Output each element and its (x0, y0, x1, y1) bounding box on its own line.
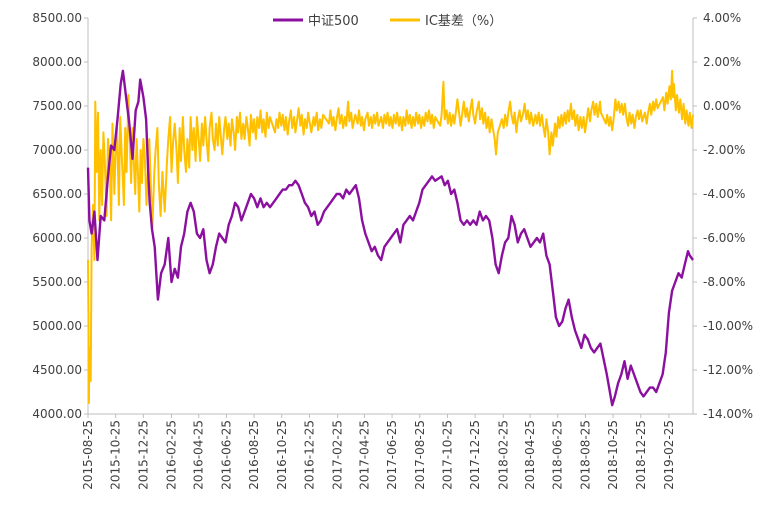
y-right-tick-label: -6.00% (703, 231, 745, 245)
y-left-tick-label: 5000.00 (32, 319, 82, 333)
y-left-tick-label: 8500.00 (32, 11, 82, 25)
x-tick-label: 2018-06-25 (551, 420, 565, 490)
x-tick-label: 2017-02-25 (331, 420, 345, 490)
y-left-tick-label: 4500.00 (32, 363, 82, 377)
x-tick-label: 2015-10-25 (109, 420, 123, 490)
x-tick-label: 2019-02-25 (662, 420, 676, 490)
x-tick-label: 2016-10-25 (275, 420, 289, 490)
series-line-ic-basis (87, 69, 694, 404)
x-tick-label: 2017-04-25 (357, 420, 371, 490)
x-tick-label: 2015-12-25 (136, 420, 150, 490)
y-right-tick-label: -8.00% (703, 275, 745, 289)
y-left-tick-label: 6500.00 (32, 187, 82, 201)
y-right-tick-label: -14.00% (703, 407, 753, 421)
x-tick-label: 2017-12-25 (468, 420, 482, 490)
legend-label: IC基差（%） (425, 14, 502, 29)
x-tick-label: 2016-02-25 (165, 420, 179, 490)
x-tick-label: 2015-08-25 (81, 420, 95, 490)
x-tick-label: 2018-02-25 (496, 420, 510, 490)
y-left-tick-label: 8000.00 (32, 55, 82, 69)
x-tick-label: 2018-04-25 (523, 420, 537, 490)
y-right-tick-label: 4.00% (703, 11, 741, 25)
y-right-tick-label: 2.00% (703, 55, 741, 69)
axes: 8500.00 8000.00 7500.00 7000.00 6500.00 6000.… (32, 11, 753, 490)
y-left-tick-label: 6000.00 (32, 231, 82, 245)
y-right-tick-label: -4.00% (703, 187, 745, 201)
series-layer (86, 69, 694, 407)
legend: 中证500 IC基差（%） (273, 14, 502, 29)
x-tick-label: 2017-08-25 (413, 420, 427, 490)
y-left-tick-label: 5500.00 (32, 275, 82, 289)
x-tick-label: 2016-06-25 (219, 420, 233, 490)
x-tick-label: 2018-10-25 (606, 420, 620, 490)
x-tick-label: 2018-12-25 (634, 420, 648, 490)
y-right-tick-label: -12.00% (703, 363, 753, 377)
y-left-tick-label: 7500.00 (32, 99, 82, 113)
y-right-tick-label: -2.00% (703, 143, 745, 157)
x-tick-label: 2018-08-25 (578, 420, 592, 490)
series-line-csi500 (86, 69, 694, 407)
x-tick-label: 2016-04-25 (192, 420, 206, 490)
x-tick-label: 2016-08-25 (247, 420, 261, 490)
y-left-tick-label: 4000.00 (32, 407, 82, 421)
y-right-tick-label: -10.00% (703, 319, 753, 333)
x-tick-label: 2017-10-25 (440, 420, 454, 490)
x-tick-label: 2016-12-25 (302, 420, 316, 490)
legend-label: 中证500 (308, 14, 359, 29)
y-left-tick-label: 7000.00 (32, 143, 82, 157)
y-right-tick-label: 0.00% (703, 99, 741, 113)
x-tick-label: 2017-06-25 (385, 420, 399, 490)
